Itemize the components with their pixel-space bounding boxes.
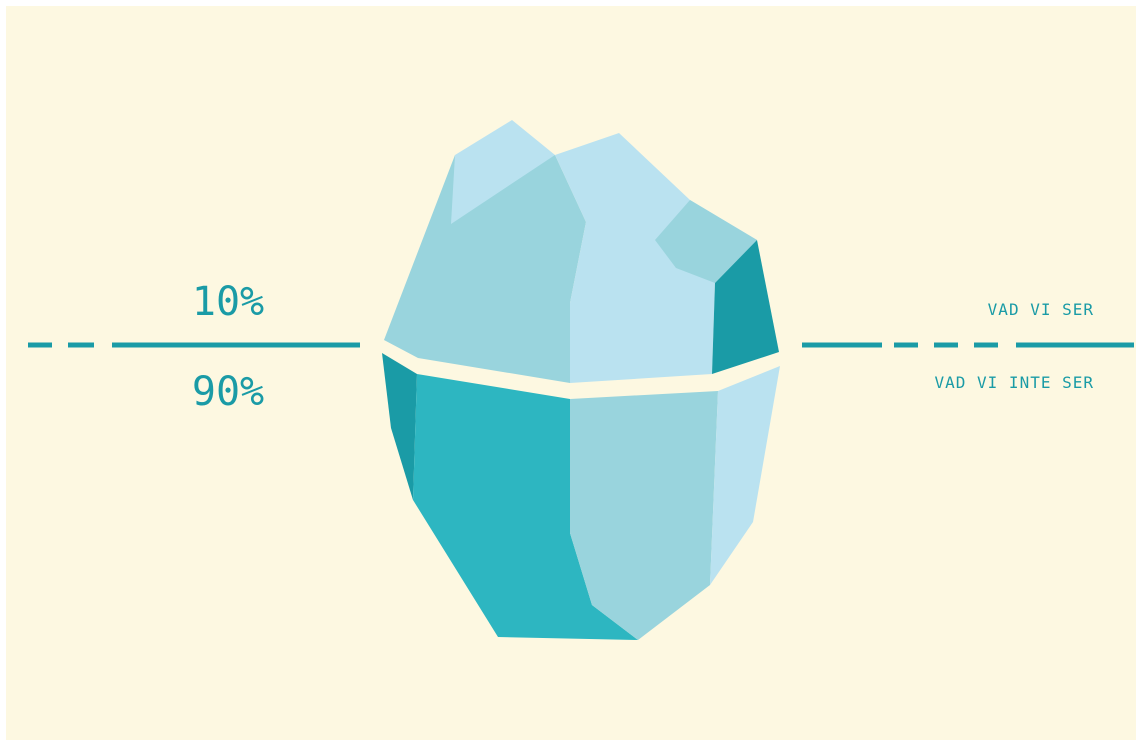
- below-water-label: VAD VI INTE SER: [934, 373, 1094, 392]
- base-facet: [710, 366, 780, 585]
- iceberg-base: [382, 353, 780, 640]
- tip-facet: [655, 200, 757, 283]
- below-water-percent: 90%: [191, 369, 265, 415]
- tip-facet: [712, 240, 779, 374]
- base-facet: [570, 391, 718, 640]
- base-facet: [382, 353, 417, 500]
- above-water-label: VAD VI SER: [987, 300, 1094, 319]
- tip-facet: [555, 133, 757, 383]
- above-water-percent: 10%: [191, 279, 265, 325]
- tip-facet: [451, 120, 555, 224]
- iceberg-tip: [384, 120, 779, 383]
- tip-facet: [384, 155, 586, 383]
- base-facet: [413, 374, 638, 640]
